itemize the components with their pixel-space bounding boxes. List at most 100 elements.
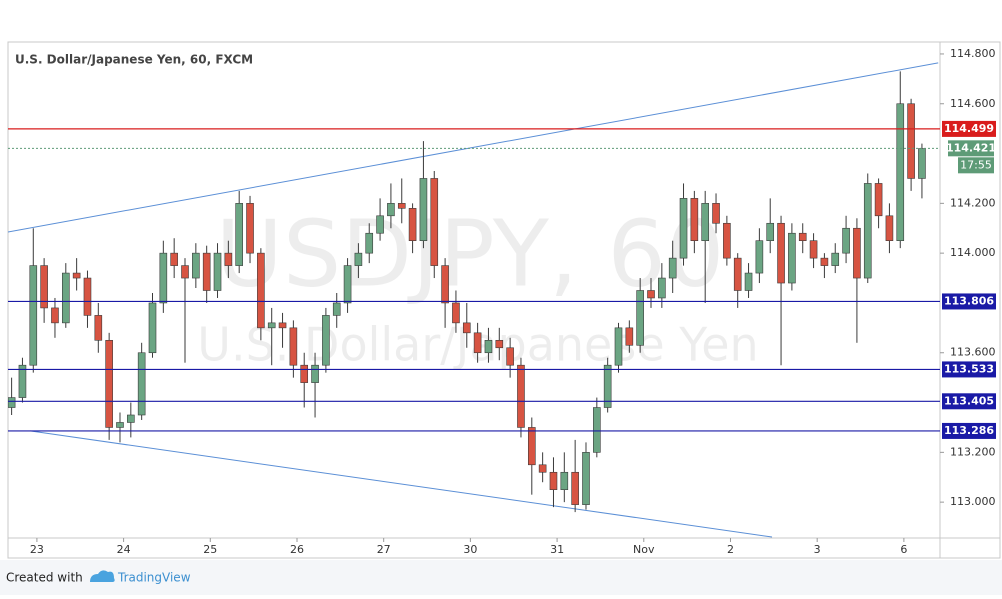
candle-body (473, 332, 482, 354)
footer-brand[interactable]: TradingView (117, 571, 191, 585)
candle-body (723, 222, 731, 259)
candle-body (668, 257, 677, 279)
footer-text: Created with (6, 571, 83, 585)
candle-body (94, 315, 103, 341)
candle-body (213, 252, 222, 291)
candle-body (647, 290, 655, 299)
watermark: USDJPY, 60 (216, 200, 725, 307)
level-label: 113.286 (944, 424, 994, 437)
candle-body (560, 471, 569, 490)
candle-body (116, 422, 124, 428)
y-tick-label: 113.200 (950, 445, 996, 458)
trend-line (29, 430, 773, 538)
candle-body (72, 272, 81, 279)
candle-body (538, 464, 547, 473)
candle-body (484, 339, 493, 354)
level-label: 113.806 (944, 294, 994, 307)
candle-body (170, 252, 178, 266)
candle-body (733, 257, 742, 291)
logo-icon (90, 570, 115, 582)
candle-body (83, 277, 92, 316)
x-tick-label: Nov (633, 543, 655, 556)
x-tick-label: 27 (377, 543, 391, 556)
candle-body (744, 272, 753, 291)
candle-body (408, 208, 417, 241)
candle-body (527, 427, 536, 466)
x-tick-label: 26 (290, 543, 304, 556)
candle-body (831, 252, 840, 266)
y-tick-label: 113.000 (950, 495, 996, 508)
candle-body (376, 215, 384, 234)
candle-body (8, 397, 16, 408)
chart-frame (7, 41, 1001, 559)
chart-title: U.S. Dollar/Japanese Yen, 60, FXCM (15, 53, 253, 67)
candle-body (625, 327, 634, 346)
candle-body (278, 322, 287, 329)
level-label: 114.499 (944, 122, 994, 135)
candle-body (582, 452, 590, 505)
x-tick-label: 30 (463, 543, 477, 556)
candle-body (712, 203, 720, 224)
candle-body (462, 322, 471, 334)
candle-body (40, 265, 48, 309)
candle-body (690, 198, 699, 241)
current-price-box (948, 140, 994, 157)
candle-body (614, 327, 623, 366)
candle-body (798, 232, 807, 241)
candle-body (571, 471, 579, 505)
candle-body (235, 203, 243, 266)
y-tick-label: 113.600 (950, 346, 996, 359)
candle-body (820, 257, 829, 266)
current-price-label: 114.421 (946, 141, 996, 154)
candle-body (397, 203, 406, 209)
candle-body (603, 364, 612, 408)
x-tick-label: 31 (550, 543, 564, 556)
candle-body (885, 215, 894, 241)
level-label-box (942, 422, 996, 439)
y-tick-label: 114.600 (950, 97, 996, 110)
candle-body (267, 322, 276, 329)
candle-body (343, 265, 352, 304)
countdown-label: 17:55 (960, 158, 992, 171)
candle-body (127, 414, 135, 423)
candle-body (452, 302, 460, 324)
x-tick-label: 3 (814, 543, 821, 556)
candle-body (29, 265, 38, 366)
level-label: 113.405 (944, 394, 994, 407)
candle-body (658, 277, 666, 299)
candle-body (300, 364, 309, 383)
candle-body (495, 339, 504, 349)
candle-body (679, 198, 688, 259)
candle-body (918, 148, 926, 179)
candle-body (202, 252, 211, 291)
candle-body (506, 347, 514, 366)
level-label-box (942, 361, 996, 378)
x-tick-label: 24 (117, 543, 131, 556)
candle-body (51, 307, 59, 324)
candle-body (61, 272, 70, 324)
candle-body (701, 203, 709, 241)
candle-body (322, 315, 330, 366)
trend-line (8, 62, 939, 233)
candle-body (18, 364, 27, 398)
candle-body (441, 265, 449, 304)
candle-body (766, 222, 775, 241)
footer-bar (0, 560, 1002, 595)
candle-body (896, 103, 905, 241)
candle-body (636, 290, 644, 346)
candle-body (365, 232, 374, 254)
level-label-box (942, 393, 996, 410)
y-tick-label: 114.000 (950, 246, 996, 259)
candle-body (181, 265, 189, 279)
plot-area (8, 62, 939, 538)
level-label: 113.533 (944, 362, 994, 375)
candle-body (289, 327, 298, 366)
candle-body (137, 352, 146, 416)
candle-body (593, 407, 601, 453)
x-tick-label: 2 (727, 543, 734, 556)
candle-body (430, 178, 439, 266)
candle-body (419, 178, 428, 241)
x-tick-label: 25 (203, 543, 217, 556)
y-tick-label: 114.200 (950, 196, 996, 209)
candle-body (517, 364, 525, 428)
